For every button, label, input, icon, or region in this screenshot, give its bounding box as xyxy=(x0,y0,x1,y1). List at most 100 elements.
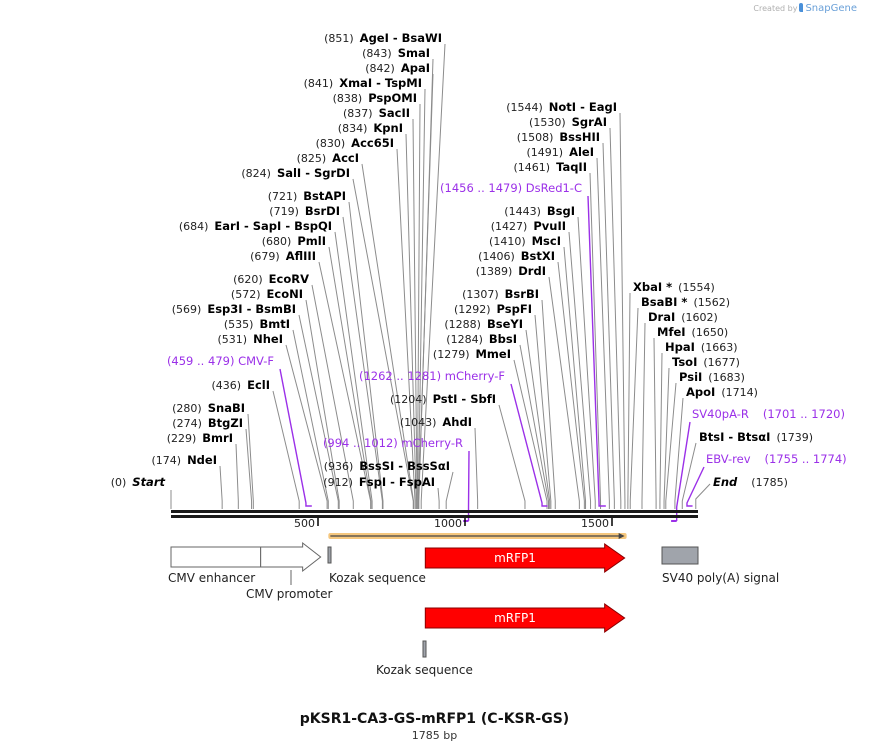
enzyme-label[interactable]: (229) BmrI xyxy=(167,431,233,445)
backbone-top-strand xyxy=(171,510,698,513)
enzyme-label[interactable]: (1292) PspFI xyxy=(454,302,532,316)
enzyme-label[interactable]: (936) BssSI - BssSαI xyxy=(324,459,450,473)
enzyme-label[interactable]: ApoI (1714) xyxy=(686,385,758,399)
enzyme-label[interactable]: (824) SalI - SgrDI xyxy=(241,166,350,180)
enzyme-label[interactable]: (843) SmaI xyxy=(362,46,430,60)
enzyme-label[interactable]: MfeI (1650) xyxy=(657,325,728,339)
enzyme-site-line xyxy=(474,427,479,509)
enzyme-site-line xyxy=(420,43,446,509)
enzyme-label[interactable]: (1284) BbsI xyxy=(446,332,517,346)
enzyme-label[interactable]: (1043) AhdI xyxy=(400,415,472,429)
enzyme-label[interactable]: (1508) BssHII xyxy=(517,130,600,144)
feature-mrfp1-arrow[interactable] xyxy=(424,603,626,633)
enzyme-label[interactable]: (1307) BsrBI xyxy=(462,287,539,301)
enzyme-label[interactable]: (572) EcoNI xyxy=(231,287,303,301)
primer-lines xyxy=(279,195,705,522)
enzyme-label[interactable]: PsiI (1683) xyxy=(679,370,745,384)
enzyme-label[interactable]: (1443) BsgI xyxy=(504,204,575,218)
enzyme-label[interactable]: BsaBI * (1562) xyxy=(641,295,730,309)
enzyme-site-line xyxy=(245,428,253,509)
enzyme-site-line xyxy=(653,337,657,509)
enzyme-label[interactable]: (1410) MscI xyxy=(489,234,561,248)
feature-kozak[interactable] xyxy=(422,640,427,658)
snapgene-logo-icon xyxy=(799,3,804,12)
enzyme-label[interactable]: (834) KpnI xyxy=(338,121,403,135)
credit-prefix: Created by xyxy=(753,4,798,13)
enzyme-label[interactable]: (719) BsrDI xyxy=(269,204,340,218)
primer-label[interactable]: (1456 .. 1479) DsRed1-C xyxy=(440,181,582,195)
enzyme-label[interactable]: (1544) NotI - EagI xyxy=(506,100,617,114)
enzyme-label[interactable]: (851) AgeI - BsaWI xyxy=(324,31,442,45)
ruler-tick-label: 500 xyxy=(294,517,315,530)
snapgene-credit: Created by SnapGene xyxy=(753,3,857,14)
primer-label[interactable]: SV40pA-R (1701 .. 1720) xyxy=(692,407,845,421)
enzyme-label[interactable]: (842) ApaI xyxy=(365,61,430,75)
backbone-bottom-strand xyxy=(171,515,698,518)
enzyme-label[interactable]: (825) AccI xyxy=(297,151,359,165)
enzyme-site-line xyxy=(534,314,552,509)
enzyme-label[interactable]: (1461) TaqII xyxy=(514,160,588,174)
enzyme-label[interactable]: (680) PmlI xyxy=(262,234,326,248)
enzyme-site-line xyxy=(674,397,684,509)
enzyme-site-line xyxy=(641,322,646,509)
primer-label[interactable]: (1262 .. 1281) mCherry-F xyxy=(359,369,505,383)
primer-label[interactable]: (459 .. 479) CMV-F xyxy=(167,354,274,368)
enzyme-label[interactable]: (838) PspOMI xyxy=(333,91,417,105)
enzyme-label[interactable]: (1288) BseYI xyxy=(444,317,523,331)
enzyme-site-line xyxy=(577,216,596,509)
feature-cmv-promoter-arrow[interactable] xyxy=(260,541,322,573)
feature-sv40-polya[interactable] xyxy=(661,546,699,565)
enzyme-label[interactable]: (841) XmaI - TspMI xyxy=(304,76,422,90)
enzyme-site-line xyxy=(498,404,526,509)
enzyme-label[interactable]: HpaI (1663) xyxy=(665,340,737,354)
enzyme-label[interactable]: (837) SacII xyxy=(343,106,410,120)
enzyme-site-line xyxy=(663,367,670,509)
enzyme-label[interactable]: XbaI * (1554) xyxy=(633,280,715,294)
enzyme-label[interactable]: (436) EclI xyxy=(212,378,271,392)
enzyme-label[interactable]: (1530) SgrAI xyxy=(529,115,607,129)
enzyme-label[interactable]: (1204) PstI - SbfI xyxy=(390,392,496,406)
enzyme-site-line xyxy=(609,127,622,509)
enzyme-label[interactable]: (535) BmtI xyxy=(224,317,290,331)
enzyme-site-line xyxy=(235,443,239,509)
enzyme-label[interactable]: (1427) PvuII xyxy=(491,219,566,233)
enzyme-site-line xyxy=(568,231,592,509)
enzyme-label[interactable]: (721) BstAPI xyxy=(268,189,346,203)
feature-label: Kozak sequence xyxy=(376,663,473,677)
enzyme-site-line xyxy=(412,118,418,509)
enzyme-label[interactable]: BtsI - BtsαI (1739) xyxy=(699,430,813,444)
enzyme-label[interactable]: (174) NdeI xyxy=(151,453,217,467)
feature-label: Kozak sequence xyxy=(329,571,426,585)
feature-mrfp1-arrow[interactable] xyxy=(424,543,626,573)
feature-mrfp1-label: mRFP1 xyxy=(494,551,536,565)
enzyme-label[interactable]: (1279) MmeI xyxy=(433,347,511,361)
ruler-tick-label: 1000 xyxy=(434,517,462,530)
primer-label[interactable]: EBV-rev (1755 .. 1774) xyxy=(706,452,847,466)
enzyme-label[interactable]: (280) SnaBI xyxy=(172,401,245,415)
end-label: End (1785) xyxy=(713,475,788,489)
enzyme-label[interactable]: (684) EarI - SapI - BspQI xyxy=(179,219,332,233)
feature-kozak[interactable] xyxy=(327,546,332,564)
sequence-backbone xyxy=(171,510,698,518)
enzyme-site-line xyxy=(348,201,384,509)
enzyme-label[interactable]: DraI (1602) xyxy=(648,310,718,324)
enzyme-label[interactable]: (1389) DrdI xyxy=(476,264,546,278)
enzyme-label[interactable]: TsoI (1677) xyxy=(672,355,740,369)
enzyme-label[interactable]: (531) NheI xyxy=(218,332,283,346)
enzyme-label[interactable]: (274) BtgZI xyxy=(172,416,243,430)
enzyme-site-line xyxy=(627,292,631,509)
feature-cmv-enhancer[interactable] xyxy=(170,546,262,568)
enzyme-site-line xyxy=(342,216,383,509)
enzyme-label[interactable]: (912) FspI - FspAI xyxy=(323,475,435,489)
enzyme-label[interactable]: (1406) BstXI xyxy=(478,249,555,263)
enzyme-site-line xyxy=(311,284,354,509)
enzyme-label[interactable]: (830) Acc65I xyxy=(316,136,394,150)
primer-label[interactable]: (994 .. 1012) mCherry-R xyxy=(323,436,463,450)
enzyme-site-line xyxy=(541,299,556,509)
enzyme-label[interactable]: (679) AflIII xyxy=(250,249,316,263)
enzyme-label[interactable]: (569) Esp3I - BsmBI xyxy=(172,302,296,316)
enzyme-labels: (851) AgeI - BsaWI(843) SmaI(842) ApaI(841)… xyxy=(111,31,847,489)
enzyme-label[interactable]: (1491) AleI xyxy=(527,145,595,159)
enzyme-label[interactable]: (620) EcoRV xyxy=(233,272,309,286)
